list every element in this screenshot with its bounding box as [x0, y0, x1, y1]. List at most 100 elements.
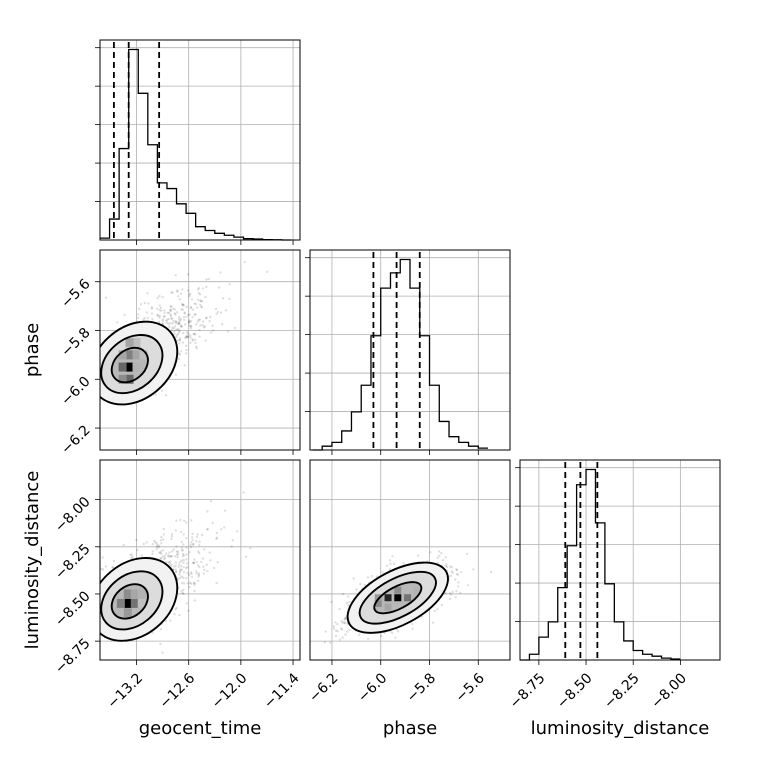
sample-point: [242, 491, 245, 494]
sample-point: [340, 628, 344, 631]
sample-point: [145, 541, 148, 544]
sample-point: [185, 546, 188, 549]
sample-point: [175, 519, 178, 522]
sample-point: [185, 331, 189, 334]
sample-point: [182, 315, 186, 319]
sample-point: [199, 299, 202, 302]
sample-point: [186, 332, 190, 335]
sample-point: [340, 620, 343, 623]
sample-point: [385, 564, 389, 567]
sample-point: [228, 297, 231, 301]
sample-point: [366, 576, 370, 579]
sample-point: [457, 581, 460, 584]
y-tick-label: −5.8: [58, 325, 93, 360]
sample-point: [199, 299, 202, 303]
sample-point: [341, 636, 344, 639]
sample-point: [197, 575, 200, 578]
sample-point: [219, 271, 222, 274]
sample-point: [198, 328, 201, 332]
sample-point: [196, 579, 200, 582]
sample-point: [185, 558, 188, 561]
sample-point: [215, 531, 219, 535]
sample-point: [167, 322, 170, 325]
sample-point: [188, 581, 192, 585]
sample-point: [157, 544, 161, 547]
sample-point: [161, 549, 165, 552]
x-tick-label: −12.0: [209, 670, 251, 712]
sample-point: [174, 564, 177, 567]
sample-point: [155, 548, 158, 551]
sample-point: [176, 555, 179, 559]
sample-point: [347, 604, 350, 607]
sample-point: [444, 564, 448, 568]
sample-point: [190, 575, 194, 578]
sample-point: [451, 571, 454, 574]
sample-point: [230, 545, 233, 548]
sample-point: [182, 582, 186, 585]
sample-point: [179, 530, 183, 534]
sample-point: [460, 571, 463, 574]
sample-point: [355, 588, 358, 591]
sample-point: [444, 556, 447, 559]
sample-point: [201, 324, 204, 327]
sample-point: [445, 565, 449, 569]
sample-point: [178, 319, 181, 323]
sample-point: [198, 318, 201, 321]
sample-point: [167, 555, 170, 558]
sample-point: [151, 317, 154, 321]
sample-point: [228, 283, 231, 286]
sample-point: [189, 571, 193, 574]
sample-point: [202, 326, 206, 329]
sample-point: [343, 618, 346, 621]
sample-point: [197, 318, 200, 322]
sample-point: [189, 341, 192, 344]
sample-point: [175, 335, 178, 339]
sample-point: [169, 308, 172, 311]
sample-point: [182, 576, 185, 579]
sample-point: [122, 543, 126, 547]
sample-point: [176, 289, 179, 292]
sample-point: [455, 572, 458, 576]
sample-point: [159, 539, 163, 542]
sample-point: [171, 291, 174, 294]
sample-point: [180, 324, 183, 328]
sample-point: [185, 553, 188, 556]
sample-point: [191, 538, 194, 542]
sample-point: [183, 519, 186, 523]
sample-point: [145, 311, 148, 314]
sample-point: [190, 582, 193, 585]
sample-point: [440, 603, 443, 607]
sample-point: [346, 630, 349, 633]
sample-point: [180, 308, 183, 311]
sample-point: [345, 601, 348, 605]
sample-point: [203, 548, 206, 551]
sample-point: [165, 321, 168, 324]
sample-point: [200, 560, 203, 564]
x-tick-label: −5.6: [453, 670, 488, 705]
sample-point: [218, 286, 221, 289]
panel-content: [100, 250, 300, 450]
sample-point: [179, 568, 182, 571]
density-bin: [413, 586, 421, 594]
sample-point: [165, 318, 169, 321]
sample-point: [184, 344, 188, 347]
sample-point: [182, 303, 185, 306]
sample-point: [389, 562, 392, 566]
sample-point: [190, 519, 193, 522]
sample-point: [150, 307, 153, 310]
sample-point: [160, 557, 163, 560]
density-bin: [394, 594, 402, 602]
sample-point: [182, 533, 185, 536]
sample-point: [173, 308, 176, 311]
contour-line: [346, 561, 449, 634]
sample-point: [465, 552, 469, 555]
sample-point: [189, 306, 193, 309]
sample-point: [169, 313, 172, 316]
sample-point: [162, 315, 166, 318]
sample-point: [175, 328, 178, 331]
sample-point: [388, 559, 392, 562]
sample-point: [150, 306, 154, 309]
sample-point: [388, 568, 392, 571]
contour-line: [373, 581, 423, 615]
sample-point: [151, 550, 154, 553]
